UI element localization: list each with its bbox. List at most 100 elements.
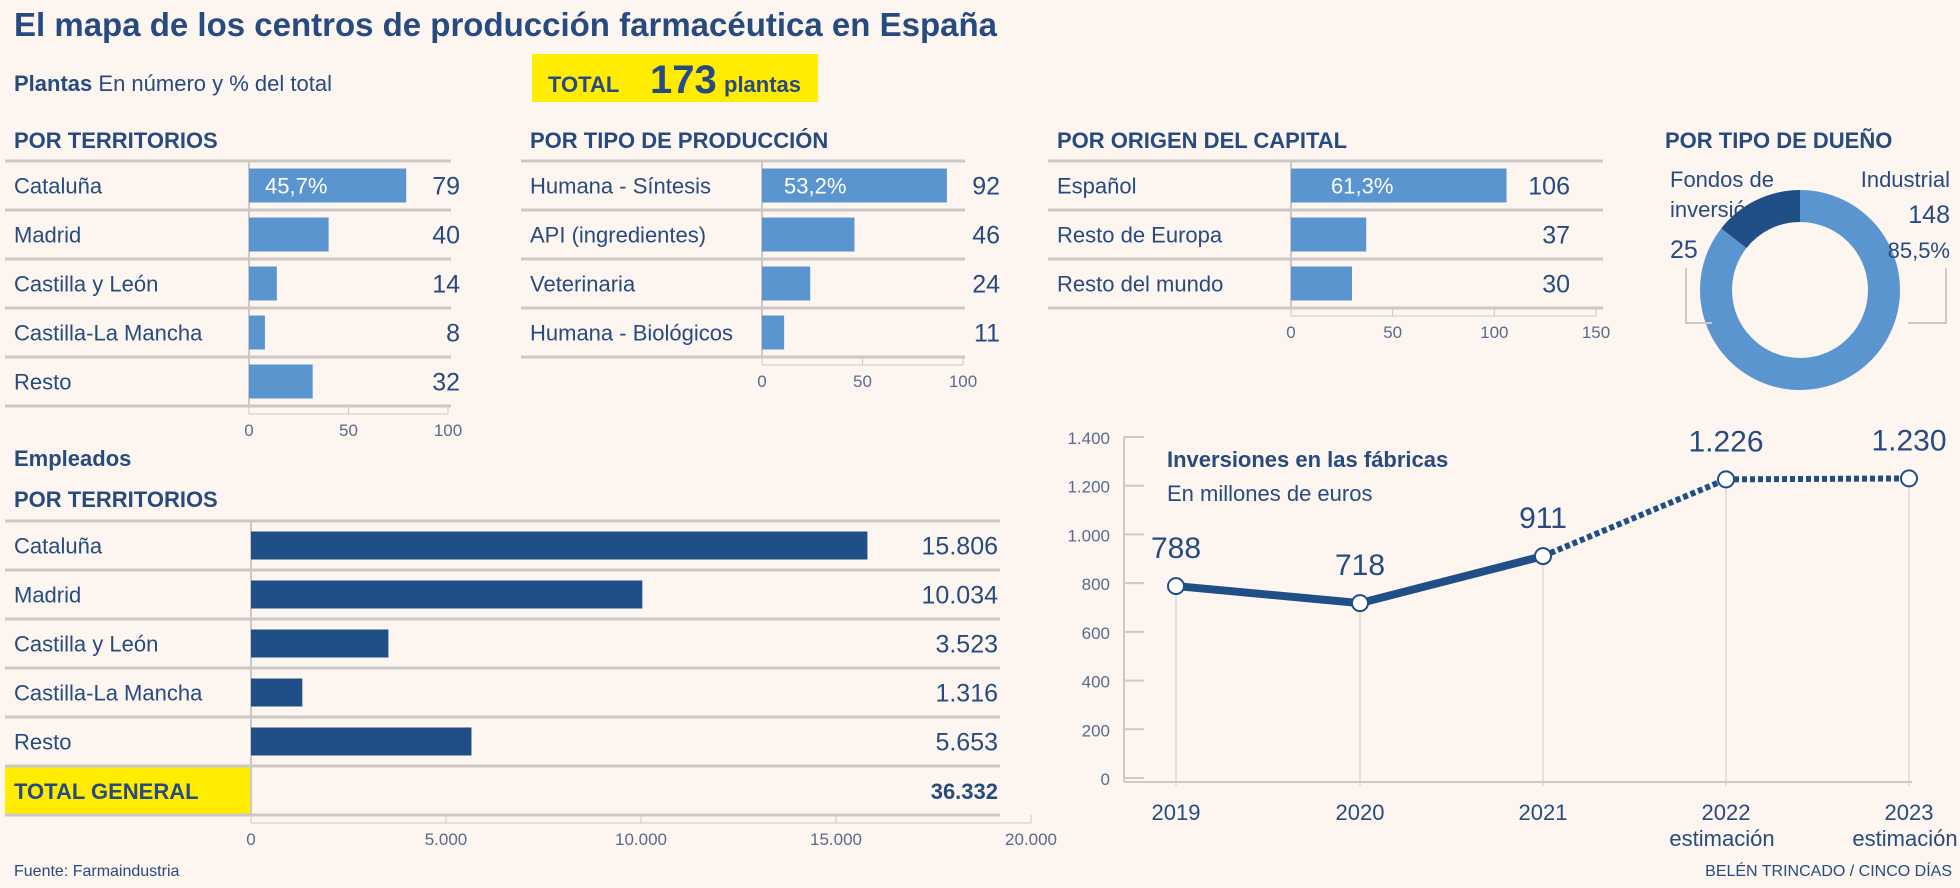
donut-slice-industrial [1700, 190, 1900, 390]
value-label: 10.034 [922, 582, 999, 610]
subtitle-text: En número y % del total [98, 71, 332, 96]
category-label: API (ingredientes) [530, 223, 706, 248]
category-label: Humana - Biológicos [530, 321, 733, 346]
category-label: Castilla-La Mancha [14, 681, 203, 706]
bar [251, 531, 868, 560]
slice-label: inversión [1670, 197, 1758, 222]
y-tick-label: 600 [1082, 624, 1110, 643]
x-tick-label: 2022 [1702, 800, 1751, 825]
y-tick-label: 0 [1101, 770, 1110, 789]
bar [1291, 168, 1507, 203]
bar [1291, 266, 1352, 301]
x-tick-label: 50 [339, 421, 358, 440]
data-point [1717, 470, 1735, 489]
x-sublabel: estimación [1669, 826, 1774, 851]
bar [249, 315, 265, 350]
leader-line [1685, 268, 1712, 324]
category-label: Cataluña [14, 174, 103, 199]
x-tick-label: 100 [949, 372, 977, 391]
donut-slice-fondos [1721, 190, 1800, 249]
panel-title: POR TERRITORIOS [14, 128, 218, 153]
data-label: 1.226 [1688, 425, 1763, 458]
data-label: 718 [1335, 549, 1385, 582]
value-label: 3.523 [935, 631, 998, 659]
value-label: 92 [972, 173, 1000, 201]
bar [251, 727, 472, 756]
value-label: 15.806 [922, 533, 998, 561]
total-highlight [5, 766, 250, 815]
bar [762, 266, 811, 301]
bar [1291, 217, 1367, 252]
x-tick-label: 2019 [1152, 800, 1201, 825]
slice-percent: 85,5% [1888, 238, 1950, 263]
x-tick-label: 15.000 [810, 830, 862, 849]
slice-value: 25 [1670, 236, 1698, 264]
y-tick-label: 200 [1082, 721, 1110, 740]
panel-subtitle: POR TERRITORIOS [14, 487, 218, 512]
line-chart-title: Inversiones en las fábricas [1167, 447, 1448, 472]
x-tick-label: 0 [246, 830, 255, 849]
data-label: 911 [1519, 502, 1567, 535]
x-tick-label: 50 [853, 372, 872, 391]
category-label: Humana - Síntesis [530, 174, 711, 199]
panel-title: POR ORIGEN DEL CAPITAL [1057, 128, 1347, 153]
line-segment-estimated [1725, 475, 1910, 483]
y-tick-label: 1.200 [1067, 478, 1110, 497]
x-tick-label: 2023 [1885, 800, 1934, 825]
category-label: Madrid [14, 223, 81, 248]
bar [249, 364, 313, 399]
category-label: Veterinaria [530, 272, 636, 297]
x-tick-label: 150 [1582, 323, 1610, 342]
value-label: 1.316 [935, 680, 998, 708]
line-segment [1359, 552, 1544, 607]
value-label: 37 [1542, 222, 1570, 250]
slice-label: Fondos de [1670, 167, 1774, 192]
value-label: 79 [432, 173, 460, 201]
value-label: 32 [432, 369, 460, 397]
x-tick-label: 50 [1383, 323, 1402, 342]
x-tick-label: 0 [1286, 323, 1295, 342]
x-tick-label: 0 [757, 372, 766, 391]
data-point [1167, 577, 1185, 596]
bar [762, 168, 947, 203]
bar [251, 580, 643, 609]
bar [249, 168, 407, 203]
data-label: 788 [1151, 532, 1201, 565]
line-chart-subtitle: En millones de euros [1167, 481, 1372, 506]
value-label: 40 [432, 222, 460, 250]
category-label: Castilla-La Mancha [14, 321, 203, 346]
slice-value: 148 [1908, 201, 1950, 229]
category-label: Resto del mundo [1057, 272, 1223, 297]
category-label: Madrid [14, 583, 81, 608]
total-label: TOTAL [548, 72, 619, 97]
data-point [1900, 469, 1918, 488]
total-unit: plantas [724, 72, 801, 97]
x-tick-label: 0 [244, 421, 253, 440]
category-label: Resto [14, 730, 71, 755]
bar [251, 629, 389, 658]
bar [249, 217, 329, 252]
y-tick-label: 1.000 [1067, 526, 1110, 545]
x-tick-label: 5.000 [425, 830, 468, 849]
credit: BELÉN TRINCADO / CINCO DÍAS [1705, 861, 1952, 880]
x-tick-label: 2020 [1336, 800, 1385, 825]
x-tick-label: 2021 [1519, 800, 1568, 825]
y-tick-label: 1.400 [1067, 429, 1110, 448]
category-label: Resto [14, 370, 71, 395]
value-label: 46 [972, 222, 1000, 250]
panel-title: Empleados [14, 446, 131, 471]
value-label: 24 [972, 271, 1000, 299]
value-label: 8 [446, 320, 460, 348]
category-label: Cataluña [14, 534, 103, 559]
y-tick-label: 400 [1082, 673, 1110, 692]
panel-title: POR TIPO DE DUEÑO [1665, 128, 1892, 153]
y-tick-label: 800 [1082, 575, 1110, 594]
category-label: Español [1057, 174, 1137, 199]
source: Fuente: Farmaindustria [14, 863, 180, 880]
value-label: 106 [1528, 173, 1570, 201]
data-point [1351, 594, 1369, 613]
x-tick-label: 10.000 [615, 830, 667, 849]
percent-label: 61,3% [1331, 174, 1393, 199]
total-general-value: 36.332 [931, 779, 998, 804]
